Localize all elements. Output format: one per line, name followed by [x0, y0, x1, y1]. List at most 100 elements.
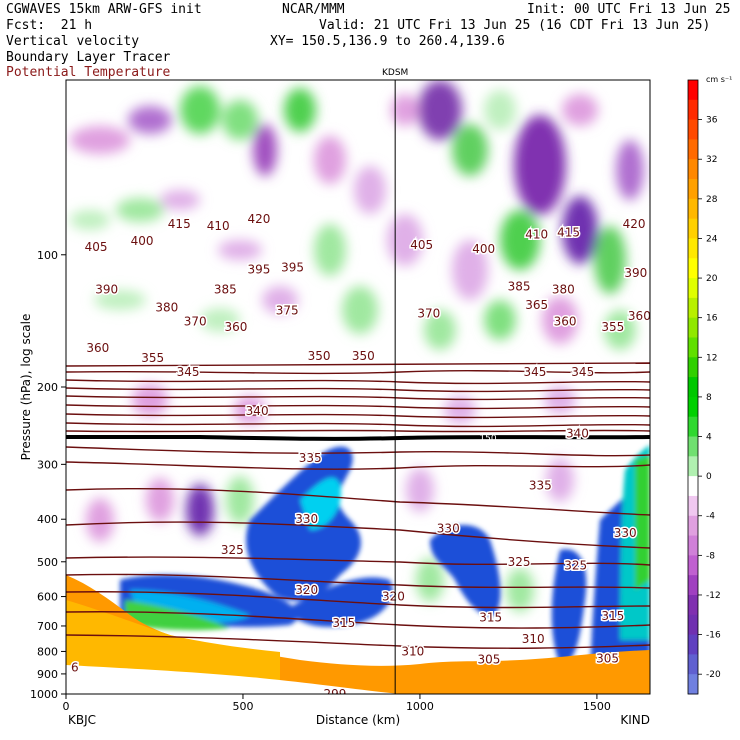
y-tick-label: 1000 [30, 688, 58, 701]
colorbar-tick-label: 36 [706, 116, 718, 126]
theta-label: 410 [525, 228, 548, 242]
kdsm-marker-label: KDSM [382, 68, 408, 78]
theta-label: 405 [410, 238, 433, 252]
theta-label: 345 [177, 365, 200, 379]
theta-label: 6 [71, 660, 79, 674]
colorbar-swatch [688, 198, 698, 220]
colorbar-swatch [688, 575, 698, 596]
theta-label: 310 [401, 644, 424, 658]
colorbar-tick-label: 4 [706, 433, 712, 443]
colorbar-swatch [688, 416, 698, 438]
terrain [66, 665, 400, 694]
colorbar-swatch [688, 258, 698, 279]
colorbar-swatch [688, 80, 698, 101]
colorbar-swatch [688, 436, 698, 457]
theta-label: 305 [478, 653, 501, 667]
colorbar-swatch [688, 535, 698, 556]
valid-time: Valid: 21 UTC Fri 13 Jun 25 (16 CDT Fri … [319, 18, 711, 33]
colorbar-swatch [688, 139, 698, 160]
theta-label: 360 [628, 309, 651, 323]
y-axis-label: Pressure (hPa), log scale [19, 314, 33, 461]
colorbar-swatch [688, 238, 698, 259]
theta-label: 360 [86, 341, 109, 355]
theta-label: 325 [564, 559, 587, 573]
colorbar-swatch [688, 317, 698, 338]
theta-contours [66, 362, 650, 649]
colorbar-swatch [688, 614, 698, 636]
colorbar-swatch [688, 634, 698, 655]
gravity-wave-field [70, 80, 644, 612]
theta-label: 375 [276, 304, 299, 318]
colorbar-tick-label: -16 [706, 631, 721, 641]
left-station-label: KBJC [68, 713, 96, 727]
theta-label: 299 [324, 687, 347, 701]
colorbar-tick-label: -8 [706, 551, 715, 561]
forecast-hours: 21 h [60, 18, 93, 33]
colorbar-swatch [688, 119, 698, 140]
colorbar-swatch [688, 396, 698, 418]
cross-section-endpoints: XY= 150.5,136.9 to 260.4,139.6 [270, 34, 505, 49]
theta-label: 370 [184, 315, 207, 329]
theta-label: 380 [155, 301, 178, 315]
colorbar-swatch [688, 476, 698, 497]
theta-label: 355 [141, 351, 164, 365]
colorbar-tick-label: 20 [706, 274, 718, 284]
theta-label: 315 [479, 611, 502, 625]
colorbar-tick-label: -20 [706, 670, 721, 680]
theta-label: 400 [131, 234, 154, 248]
colorbar-tick-label: 12 [706, 353, 717, 363]
colorbar-tick-label: 32 [706, 155, 717, 165]
model-title: CGWAVES 15km ARW-GFS init [6, 2, 202, 17]
x-axis-label: Distance (km) [316, 713, 400, 727]
colorbar-swatch [688, 99, 698, 121]
theta-label: 415 [557, 226, 580, 240]
theta-label: 360 [224, 320, 247, 334]
colorbar-swatch [688, 594, 698, 616]
colorbar-swatch [688, 515, 698, 537]
theta-label: 395 [281, 261, 304, 275]
colorbar-swatch [688, 654, 698, 675]
x-tick-label: 0 [63, 700, 70, 713]
theta-label: 365 [525, 298, 548, 312]
theta-label: 400 [472, 242, 495, 256]
y-tick-label: 300 [37, 458, 58, 471]
theta-label: 385 [508, 279, 531, 293]
theta-label: 350 [308, 349, 331, 363]
theta-label: 305 [596, 651, 619, 665]
colorbar-tick-label: -12 [706, 591, 721, 601]
theta-label: 340 [566, 426, 589, 440]
colorbar-tick-label: 8 [706, 393, 712, 403]
colorbar-tick-label: 0 [706, 472, 712, 482]
theta-label: 370 [417, 306, 440, 320]
theta-label: 325 [221, 543, 244, 557]
theta-label: 345 [571, 365, 594, 379]
colorbar-swatch [688, 555, 698, 576]
x-axis: 0 500 1000 1500 [63, 694, 611, 713]
theta-label: 325 [508, 555, 531, 569]
theta-label: 335 [299, 451, 322, 465]
y-tick-label: 400 [37, 513, 58, 526]
colorbar-tick-label: -4 [706, 512, 715, 522]
field-potential-temperature: Potential Temperature [6, 65, 171, 80]
y-tick-label: 500 [37, 556, 58, 569]
colorbar-swatch [688, 377, 698, 398]
colorbar-swatch [688, 218, 698, 239]
theta-label: 380 [552, 283, 575, 297]
theta-label: 385 [214, 283, 237, 297]
theta-label: 315 [332, 616, 355, 630]
updraft-plumes [120, 445, 650, 690]
theta-label: 330 [437, 522, 460, 536]
theta-label: 335 [529, 478, 552, 492]
colorbar-swatch [688, 357, 698, 378]
theta-label: 395 [247, 262, 270, 276]
theta-label: 390 [95, 283, 118, 297]
tropopause-line [66, 435, 650, 441]
theta-label: 410 [207, 219, 230, 233]
colorbar-swatch [688, 297, 698, 319]
field-vertical-velocity: Vertical velocity [6, 34, 140, 49]
theta-label: 355 [601, 320, 624, 334]
theta-label: 390 [624, 266, 647, 280]
colorbar-tick-label: 16 [706, 314, 718, 324]
organization-label: NCAR/MMM [282, 2, 345, 17]
